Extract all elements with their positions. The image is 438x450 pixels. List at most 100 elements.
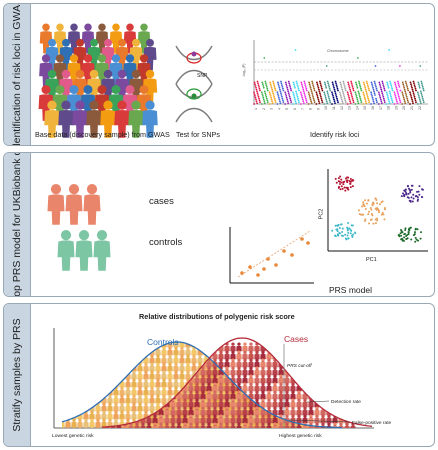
manhattan-point <box>274 99 276 102</box>
control-population-person <box>317 342 323 352</box>
control-population-person <box>77 346 83 360</box>
control-population-person <box>137 342 143 352</box>
manhattan-point <box>352 101 355 104</box>
control-population-person <box>71 342 77 352</box>
control-population-person <box>131 342 137 352</box>
manhattan-point <box>403 98 406 101</box>
control-population-person <box>323 378 329 392</box>
manhattan-point <box>415 101 417 104</box>
case-population-person <box>314 358 320 372</box>
control-population-person <box>95 378 101 392</box>
manhattan-point <box>394 93 396 95</box>
pca-point <box>414 240 417 243</box>
manhattan-point <box>383 89 386 92</box>
crowd-person <box>86 69 102 105</box>
control-population-person <box>311 362 317 376</box>
control-population-person <box>113 354 119 368</box>
manhattan-point <box>332 95 334 97</box>
manhattan-point <box>333 100 336 103</box>
pca-point <box>364 218 367 221</box>
prs-regression-plot <box>229 227 314 284</box>
crowd-person <box>109 54 123 88</box>
control-population-person <box>275 342 281 352</box>
manhattan-point <box>253 91 255 94</box>
manhattan-point <box>296 84 299 86</box>
chromosome-tick: 17 <box>379 106 383 110</box>
control-population-person <box>65 402 71 416</box>
case-population-person <box>74 375 80 388</box>
manhattan-point <box>257 84 260 86</box>
manhattan-point <box>420 80 423 83</box>
pca-point <box>410 238 413 241</box>
manhattan-point <box>261 93 264 95</box>
manhattan-point <box>375 97 377 100</box>
case-population-person <box>350 406 356 420</box>
control-population-person <box>71 402 77 416</box>
manhattan-point <box>256 80 259 83</box>
crowd-person <box>95 23 109 54</box>
manhattan-point <box>371 95 373 97</box>
manhattan-point <box>373 102 375 104</box>
manhattan-point <box>262 85 265 87</box>
pca-point <box>333 234 336 237</box>
control-population-person <box>107 370 113 384</box>
pca-point <box>344 177 347 180</box>
manhattan-point <box>327 94 330 96</box>
manhattan-point <box>258 86 260 88</box>
manhattan-point <box>303 82 306 85</box>
manhattan-point <box>346 91 349 94</box>
manhattan-point <box>383 99 386 102</box>
pca-point <box>401 237 404 240</box>
pca-point <box>362 213 365 216</box>
crowd-person <box>115 38 129 71</box>
manhattan-point <box>422 87 425 90</box>
pca-point <box>334 224 337 227</box>
manhattan-point <box>327 84 330 86</box>
manhattan-point <box>315 91 318 94</box>
manhattan-point <box>285 95 288 97</box>
case-population-person <box>326 366 332 380</box>
crowd-person <box>59 38 73 71</box>
control-population-person <box>77 386 83 400</box>
manhattan-point <box>253 81 256 84</box>
case-population-person <box>200 422 206 428</box>
prs-model-caption: PRS model <box>329 285 372 295</box>
manhattan-point <box>350 92 352 95</box>
pca-point <box>346 181 349 184</box>
manhattan-point <box>358 82 361 85</box>
manhattan-point <box>303 92 306 95</box>
manhattan-point <box>323 103 326 105</box>
manhattan-point <box>320 97 323 100</box>
manhattan-point <box>380 100 383 103</box>
case-population-person <box>314 366 320 380</box>
manhattan-point <box>417 83 420 86</box>
stratify-panel: Stratify samples by PRS Relative distrib… <box>3 303 435 447</box>
manhattan-point <box>261 81 264 84</box>
case-population-person <box>92 391 98 404</box>
manhattan-point <box>335 95 338 98</box>
manhattan-point <box>417 95 420 97</box>
manhattan-point <box>282 87 284 90</box>
manhattan-point <box>360 89 363 92</box>
case-population-person <box>338 422 344 428</box>
manhattan-point <box>284 93 287 95</box>
manhattan-point <box>263 100 266 103</box>
crowd-person <box>81 23 95 54</box>
manhattan-point <box>284 91 287 94</box>
pca-point <box>346 234 349 237</box>
manhattan-point <box>311 80 313 83</box>
manhattan-point <box>294 98 296 101</box>
pca-point <box>370 208 373 211</box>
manhattan-point <box>370 91 372 94</box>
control-population-person <box>65 346 71 360</box>
case-population-person <box>86 383 92 396</box>
control-population-person <box>347 387 353 400</box>
manhattan-point <box>284 103 287 105</box>
manhattan-point <box>294 100 297 103</box>
manhattan-point <box>391 89 394 92</box>
manhattan-point <box>326 102 329 104</box>
case-population-person <box>350 382 356 396</box>
crowd-person <box>123 54 137 88</box>
manhattan-point <box>371 85 374 87</box>
gwas-crowd-illustration <box>38 23 158 138</box>
